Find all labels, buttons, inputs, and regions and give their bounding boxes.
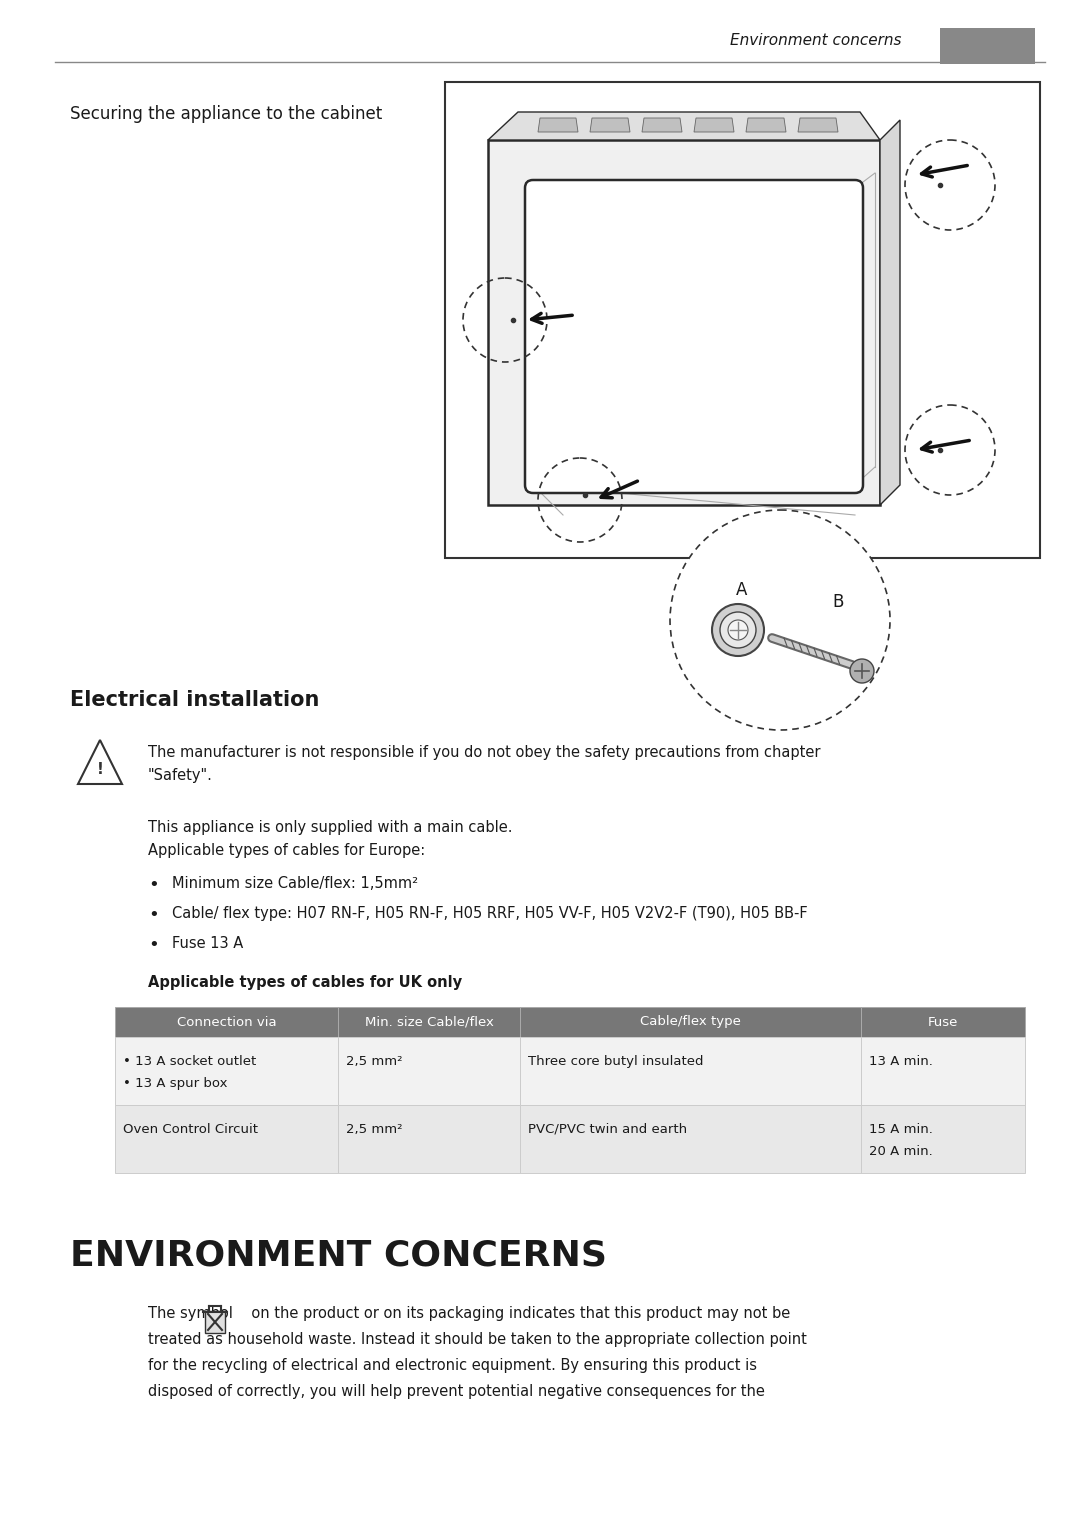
FancyBboxPatch shape <box>114 1105 338 1173</box>
Text: A: A <box>737 581 747 599</box>
Text: Cable/flex type: Cable/flex type <box>640 1015 741 1029</box>
FancyBboxPatch shape <box>519 1008 861 1037</box>
FancyBboxPatch shape <box>519 1105 861 1173</box>
Text: Connection via: Connection via <box>177 1015 276 1029</box>
Text: Min. size Cable/flex: Min. size Cable/flex <box>365 1015 494 1029</box>
FancyBboxPatch shape <box>445 83 1040 558</box>
FancyBboxPatch shape <box>338 1008 519 1037</box>
Circle shape <box>850 659 874 683</box>
Text: 15 A min.: 15 A min. <box>869 1122 933 1136</box>
FancyBboxPatch shape <box>525 180 863 492</box>
Text: •: • <box>148 936 159 954</box>
Text: • 13 A socket outlet: • 13 A socket outlet <box>123 1055 256 1067</box>
Text: B: B <box>833 593 843 612</box>
FancyBboxPatch shape <box>338 1105 519 1173</box>
Text: 2,5 mm²: 2,5 mm² <box>346 1055 403 1067</box>
Text: disposed of correctly, you will help prevent potential negative consequences for: disposed of correctly, you will help pre… <box>148 1384 765 1399</box>
Text: Fuse: Fuse <box>928 1015 958 1029</box>
Circle shape <box>720 612 756 648</box>
FancyBboxPatch shape <box>861 1008 1025 1037</box>
Text: PVC/PVC twin and earth: PVC/PVC twin and earth <box>528 1122 687 1136</box>
Polygon shape <box>488 112 880 141</box>
Text: !: ! <box>96 763 104 777</box>
Text: 2,5 mm²: 2,5 mm² <box>346 1122 403 1136</box>
Text: Environment concerns: Environment concerns <box>730 34 902 47</box>
Text: Applicable types of cables for UK only: Applicable types of cables for UK only <box>148 976 462 989</box>
Text: Cable/ flex type: H07 RN-F, H05 RN-F, H05 RRF, H05 VV-F, H05 V2V2-F (T90), H05 B: Cable/ flex type: H07 RN-F, H05 RN-F, H0… <box>172 907 808 920</box>
Text: •: • <box>148 907 159 924</box>
Text: 20 A min.: 20 A min. <box>869 1145 933 1157</box>
Text: for the recycling of electrical and electronic equipment. By ensuring this produ: for the recycling of electrical and elec… <box>148 1358 757 1373</box>
Polygon shape <box>880 119 900 505</box>
Text: Minimum size Cable/flex: 1,5mm²: Minimum size Cable/flex: 1,5mm² <box>172 876 418 891</box>
Text: • 13 A spur box: • 13 A spur box <box>123 1076 228 1090</box>
Text: Three core butyl insulated: Three core butyl insulated <box>528 1055 703 1067</box>
Polygon shape <box>538 118 578 131</box>
FancyBboxPatch shape <box>940 28 1035 64</box>
Text: Applicable types of cables for Europe:: Applicable types of cables for Europe: <box>148 842 426 858</box>
FancyBboxPatch shape <box>338 1037 519 1105</box>
Text: Securing the appliance to the cabinet: Securing the appliance to the cabinet <box>70 106 382 122</box>
FancyBboxPatch shape <box>861 1037 1025 1105</box>
FancyBboxPatch shape <box>861 1105 1025 1173</box>
Text: Fuse 13 A: Fuse 13 A <box>172 936 243 951</box>
FancyBboxPatch shape <box>488 141 880 505</box>
Polygon shape <box>78 740 122 784</box>
FancyBboxPatch shape <box>114 1037 338 1105</box>
Circle shape <box>728 619 748 641</box>
Polygon shape <box>746 118 786 131</box>
Text: The manufacturer is not responsible if you do not obey the safety precautions fr: The manufacturer is not responsible if y… <box>148 745 821 760</box>
Polygon shape <box>798 118 838 131</box>
Polygon shape <box>694 118 734 131</box>
Text: Oven Control Circuit: Oven Control Circuit <box>123 1122 258 1136</box>
Text: 13 A min.: 13 A min. <box>869 1055 933 1067</box>
FancyBboxPatch shape <box>205 1310 225 1333</box>
Polygon shape <box>590 118 630 131</box>
Circle shape <box>670 511 890 729</box>
FancyBboxPatch shape <box>114 1008 338 1037</box>
FancyBboxPatch shape <box>519 1037 861 1105</box>
Text: treated as household waste. Instead it should be taken to the appropriate collec: treated as household waste. Instead it s… <box>148 1332 807 1347</box>
Text: 29: 29 <box>974 37 999 55</box>
Text: •: • <box>148 876 159 894</box>
Text: The symbol    on the product or on its packaging indicates that this product may: The symbol on the product or on its pack… <box>148 1306 791 1321</box>
Text: Electrical installation: Electrical installation <box>70 690 320 709</box>
Text: ENVIRONMENT CONCERNS: ENVIRONMENT CONCERNS <box>70 1238 607 1272</box>
Circle shape <box>712 604 764 656</box>
Polygon shape <box>642 118 681 131</box>
Text: This appliance is only supplied with a main cable.: This appliance is only supplied with a m… <box>148 820 513 835</box>
Text: "Safety".: "Safety". <box>148 768 213 783</box>
